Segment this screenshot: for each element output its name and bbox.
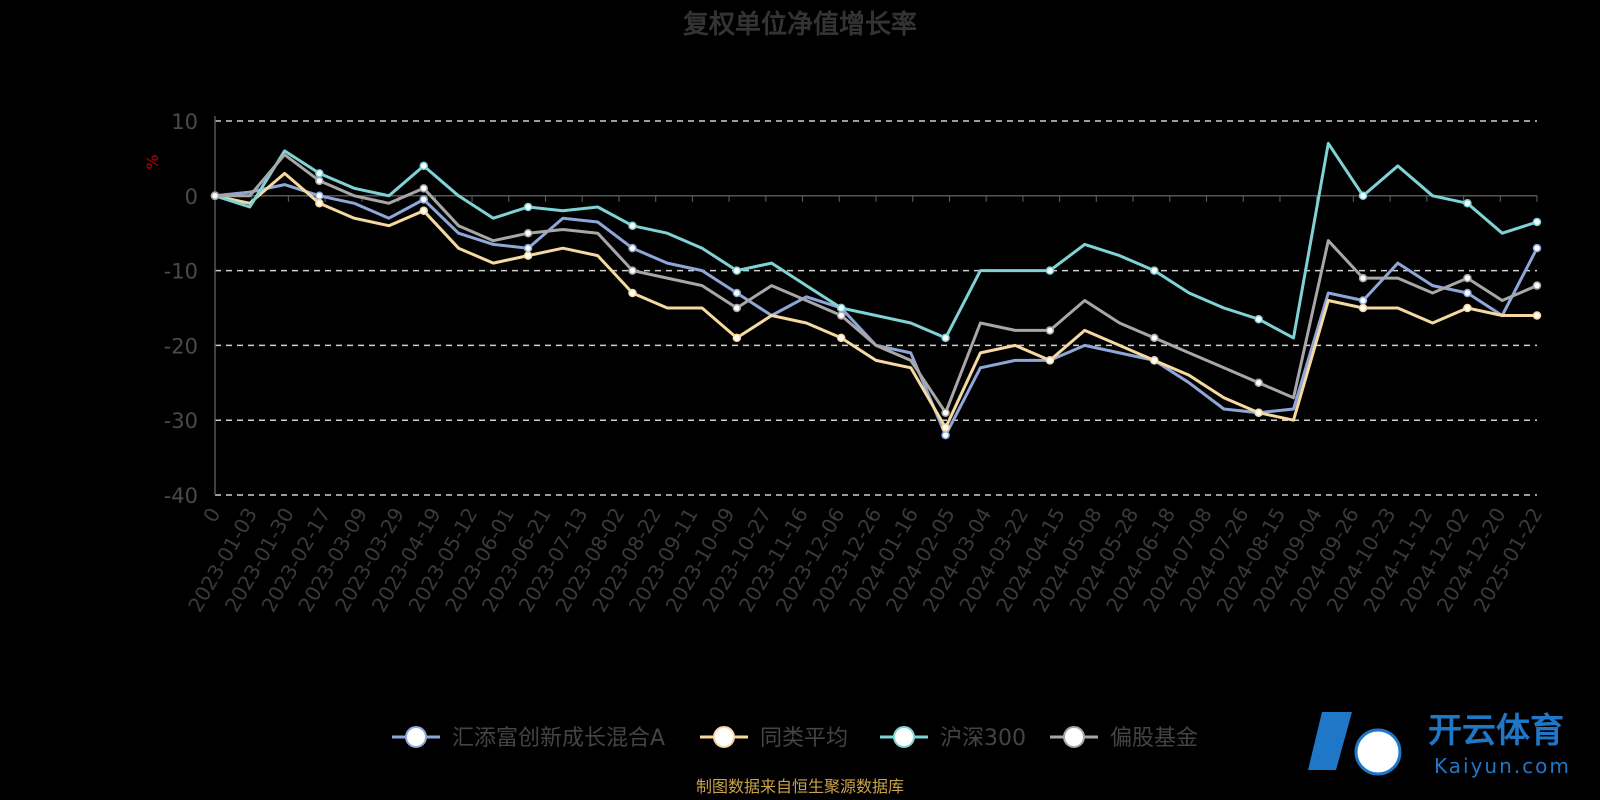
data-point [315, 199, 324, 208]
data-point [523, 243, 533, 253]
data-point [1150, 356, 1159, 365]
data-point [523, 228, 533, 238]
data-point [628, 243, 637, 253]
data-point [523, 202, 533, 212]
series-line-2 [214, 141, 1538, 340]
y-axis: 10 0 -10 -20 -30 -40 [164, 110, 216, 508]
data-point [1463, 303, 1472, 313]
data-point [1463, 288, 1472, 298]
data-point [523, 251, 533, 260]
grid-lines [215, 120, 1537, 496]
series-line-1 [214, 171, 1537, 430]
y-tick-label: -30 [164, 409, 198, 433]
legend-item-1[interactable]: 同类平均 [700, 726, 848, 751]
data-point [1532, 243, 1542, 253]
y-tick-label: -40 [164, 484, 198, 508]
data-point [1463, 199, 1472, 208]
data-point [1532, 281, 1542, 290]
data-point [419, 161, 428, 171]
data-point [1358, 296, 1368, 305]
legend-marker-icon [713, 726, 735, 748]
watermark-brand: 开云体育 [1428, 711, 1564, 751]
data-point [419, 184, 428, 193]
chart-title: 复权单位净值增长率 [683, 9, 917, 40]
legend-marker-icon [405, 726, 427, 748]
y-tick-label: 0 [185, 185, 198, 209]
data-point [1463, 273, 1472, 283]
data-point [1254, 314, 1263, 324]
data-point [1150, 266, 1159, 275]
series-line-0 [214, 183, 1539, 437]
data-point [210, 191, 220, 201]
legend-label: 沪深300 [940, 726, 1026, 751]
data-point [315, 169, 324, 178]
data-point [628, 221, 637, 230]
y-tick-label: -10 [164, 260, 198, 284]
y-tick-label: 10 [171, 110, 198, 134]
data-point [732, 303, 742, 313]
data-point [836, 311, 846, 320]
data-point [1358, 273, 1368, 283]
data-point [1532, 217, 1542, 227]
data-point [1045, 356, 1055, 365]
legend-item-2[interactable]: 沪深300 [880, 726, 1026, 751]
legend-label: 偏股基金 [1110, 726, 1198, 751]
data-point [732, 266, 742, 275]
data-point [732, 288, 742, 298]
data-point [628, 288, 637, 298]
data-point [732, 333, 742, 343]
source-note: 制图数据来自恒生聚源数据库 [696, 777, 904, 796]
data-point [315, 191, 324, 201]
legend-label: 同类平均 [760, 726, 848, 751]
legend[interactable]: 汇添富创新成长混合A 同类平均 沪深300 偏股基金 [392, 726, 1198, 751]
series-lines [210, 141, 1542, 440]
data-point [941, 430, 950, 440]
legend-item-0[interactable]: 汇添富创新成长混合A [392, 726, 665, 751]
data-point [836, 333, 846, 343]
data-point [419, 206, 428, 216]
data-point [1254, 378, 1263, 388]
y-axis-label: % [143, 154, 162, 169]
data-point [1045, 266, 1055, 275]
x-tick-label: 0 [198, 504, 225, 527]
soccer-ball-icon [1354, 728, 1402, 776]
legend-marker-icon [893, 726, 915, 748]
data-point [1532, 311, 1542, 320]
data-point [941, 333, 950, 343]
legend-item-3[interactable]: 偏股基金 [1050, 726, 1198, 751]
data-point [315, 176, 324, 186]
data-point [941, 408, 950, 417]
y-tick-label: -20 [164, 334, 198, 358]
data-point [941, 423, 950, 432]
watermark-url: Kaiyun.com [1434, 754, 1571, 778]
legend-marker-icon [1063, 726, 1085, 748]
data-point [1150, 333, 1159, 343]
series-line-3 [215, 153, 1538, 415]
data-point [1254, 408, 1263, 417]
logo-k-icon [1308, 712, 1352, 770]
legend-label: 汇添富创新成长混合A [452, 726, 665, 751]
data-point [836, 303, 846, 313]
data-point [1045, 326, 1055, 335]
data-point [419, 195, 428, 204]
watermark-logo: 开云体育 Kaiyun.com [1308, 711, 1571, 778]
x-axis: 02023-01-032023-01-302023-02-172023-03-0… [183, 195, 1547, 616]
data-point [628, 266, 637, 275]
data-point [1358, 303, 1368, 313]
data-point [1358, 191, 1368, 201]
